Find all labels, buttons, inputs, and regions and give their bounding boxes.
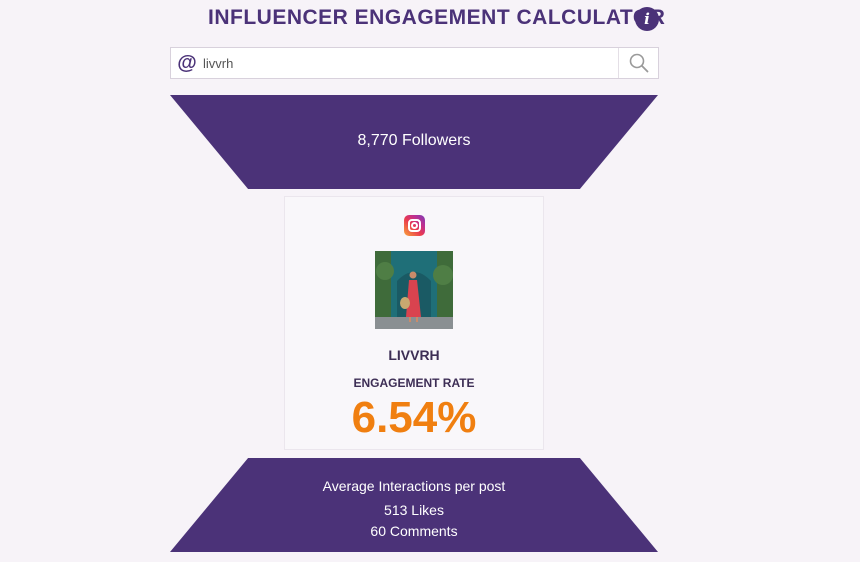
followers-count: 8,770 Followers bbox=[357, 132, 471, 149]
engagement-rate-value: 6.54% bbox=[351, 393, 477, 442]
search-bar: @ bbox=[170, 47, 659, 79]
at-sign-icon: @ bbox=[177, 52, 197, 74]
info-icon[interactable]: i bbox=[635, 7, 659, 31]
page-title: INFLUENCER ENGAGEMENT CALCULATOR bbox=[208, 6, 666, 29]
avatar bbox=[375, 251, 453, 329]
search-button[interactable] bbox=[618, 48, 658, 78]
search-icon bbox=[629, 53, 648, 73]
followers-panel: 8,770 Followers bbox=[170, 95, 658, 189]
profile-card: LIVVRH ENGAGEMENT RATE 6.54% bbox=[284, 196, 544, 450]
instagram-icon[interactable] bbox=[404, 215, 425, 236]
average-comments: 60 Comments bbox=[370, 523, 458, 539]
username-search-input[interactable] bbox=[203, 48, 618, 78]
interactions-heading: Average Interactions per post bbox=[322, 478, 506, 494]
average-likes: 513 Likes bbox=[384, 502, 444, 518]
engagement-rate-label: ENGAGEMENT RATE bbox=[353, 376, 475, 390]
interactions-panel: Average Interactions per post 513 Likes … bbox=[170, 458, 658, 552]
profile-username: LIVVRH bbox=[388, 347, 440, 363]
